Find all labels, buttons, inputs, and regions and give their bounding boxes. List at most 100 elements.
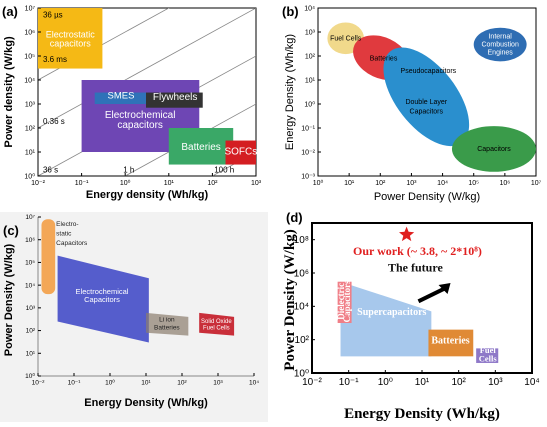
region-solid-oxide-fuel-cells (199, 312, 235, 336)
panel-a-xtick-label: 10⁻² (31, 180, 45, 187)
panel-b-xtick-label: 10⁷ (531, 180, 542, 187)
panel-a-xtick-label: 10⁻¹ (75, 180, 89, 187)
region-label: Combustion (481, 42, 518, 49)
region-pseudo-double-layer (383, 47, 470, 147)
region-label: 0.36 s (43, 117, 65, 126)
region-dielectric-capacitors (337, 281, 352, 323)
panel-b-xlabel: Power Density (W/kg) (374, 191, 480, 203)
panel-d-xtick-label: 10⁴ (524, 377, 539, 388)
region-label: 100 h (214, 165, 234, 174)
panel-b-ytick-label: 10⁰ (304, 100, 315, 108)
region-label: Batteries (370, 56, 398, 63)
panel-b-xtick-label: 10⁴ (437, 180, 448, 187)
panel-d-ytick-label: 10⁶ (294, 268, 309, 279)
panel-d-xtick-label: 10⁰ (378, 377, 393, 388)
region-label: Fuel Cells (330, 35, 362, 42)
panel-a-ytick-label: 10⁷ (25, 5, 36, 12)
panel-a-ytick-label: 10⁶ (24, 29, 35, 36)
panel-b-xtick-label: 10⁶ (500, 180, 511, 187)
region-label: Electrochemical (105, 110, 176, 121)
panel-c-xtick-label: 10² (177, 380, 187, 387)
region-label: Capacitors (342, 280, 352, 322)
region-label: Batteries (181, 142, 220, 153)
panel-c-ytick-label: 10⁰ (25, 372, 35, 380)
panel-d-xtick-label: 10³ (488, 377, 503, 388)
panel-b-ylabel: Energy Density (Wh/kg) (284, 34, 296, 150)
panel-d-xtick-label: 10¹ (415, 377, 430, 388)
panel-b-ticks: 10⁰ 10¹ 10² 10³ 10⁴ 10⁵ 10⁶ 10⁷ 10⁻³ 10⁻² 10⁻¹ 10⁰ 1… (301, 5, 541, 187)
region-label: Fuel Cells (203, 326, 230, 332)
panel-c-ytick-label: 10⁶ (25, 237, 35, 244)
panel-c-ytick-label: 10² (26, 328, 36, 335)
our-work-label: Our work (~ 3.8, ~ 2*10⁸) (353, 244, 482, 258)
region-label: Capacitors (477, 146, 511, 153)
region-flywheels (146, 92, 203, 108)
region-smes (94, 92, 147, 104)
region-label: capacitors (117, 120, 163, 131)
panel-c-xtick-label: 10⁻² (32, 380, 46, 387)
panel-b-plot-frame (317, 7, 537, 177)
panel-b-ytick-label: 10² (305, 53, 316, 60)
panel-a-label: (a) (2, 4, 18, 19)
time-line (211, 151, 256, 176)
region-label: capacitors (50, 38, 92, 48)
region-label: Engines (488, 50, 514, 57)
panel-a-plot-frame (37, 7, 257, 177)
panel-a-xtick-label: 10⁰ (120, 179, 131, 187)
panel-a-regions: ElectrostaticcapacitorsElectrochemicalca… (38, 8, 257, 174)
panel-b-xtick-label: 10⁰ (313, 179, 324, 187)
panel-d-xtick-label: 10⁻¹ (339, 377, 359, 388)
region-supercapacitors (340, 281, 432, 357)
region-label: Supercapacitors (357, 307, 426, 318)
region-electrostatic-capacitors (38, 8, 103, 69)
region-label: Li ion (159, 317, 175, 324)
panel-d-xtick-label: 10⁻² (302, 377, 322, 388)
region-label: Electro- (56, 221, 78, 228)
panel-c-ytick-label: 10⁵ (25, 260, 35, 267)
region-label: Internal (488, 34, 512, 41)
panel-d-ylabel: Power Density (W/kg) (282, 229, 298, 370)
panel-b-xtick-label: 10² (375, 180, 386, 187)
region-batteries (428, 329, 474, 357)
panel-b-xtick-label: 10¹ (344, 180, 355, 187)
region-label: Electrostatic (46, 29, 96, 39)
panel-a-xlabel: Energy density (Wh/kg) (86, 189, 209, 201)
panel-c-label: (c) (3, 223, 19, 238)
region-label: SOFCs (224, 146, 257, 157)
panel-b-ytick-label: 10³ (305, 29, 316, 36)
panel-c-xtick-label: 10⁴ (249, 380, 259, 387)
our-work-star (399, 226, 415, 242)
panel-a-xtick-label: 10² (207, 180, 218, 187)
panel-c-xtick-label: 10⁰ (105, 379, 115, 387)
panel-b-ytick-label: 10⁻³ (301, 173, 315, 180)
panel-a-ylabel: Power density (W/kg) (3, 36, 15, 148)
panel-a-ytick-label: 10³ (25, 101, 36, 108)
region-label: Capacitors (84, 295, 120, 304)
future-label: The future (388, 261, 443, 275)
region-label: Solid Oxide (201, 319, 232, 325)
panel-b-ytick-label: 10⁻¹ (301, 125, 315, 132)
region-label: Fuel (480, 345, 497, 355)
panel-a-ytick-label: 10⁰ (24, 172, 35, 180)
region-label: Capacitors (410, 109, 444, 116)
region-label: Pseudocapacitors (401, 68, 457, 75)
region-label: static (56, 231, 72, 238)
region-fuel-cells (476, 348, 499, 363)
panel-a: ElectrostaticcapacitorsElectrochemicalca… (2, 4, 262, 201)
region-label: Batteries (154, 325, 180, 332)
panel-b-xtick-label: 10³ (406, 180, 417, 187)
panel-b-ytick-label: 10⁻² (301, 149, 315, 156)
panel-a-ytick-label: 10¹ (25, 149, 36, 156)
region-label: Flywheels (153, 92, 197, 103)
panel-a-ytick-label: 10⁵ (24, 53, 35, 60)
future-arrow-head (438, 283, 451, 295)
panel-d-ytick-label: 10² (295, 335, 310, 346)
panel-c-xtick-label: 10⁻¹ (68, 380, 82, 387)
region-label: SMES (108, 90, 135, 101)
panel-c-ticks: 10⁻² 10⁻¹ 10⁰ 10¹ 10² 10³ 10⁴ 10⁰ 10¹ 10² 10³ 10⁴ 10… (25, 214, 259, 386)
